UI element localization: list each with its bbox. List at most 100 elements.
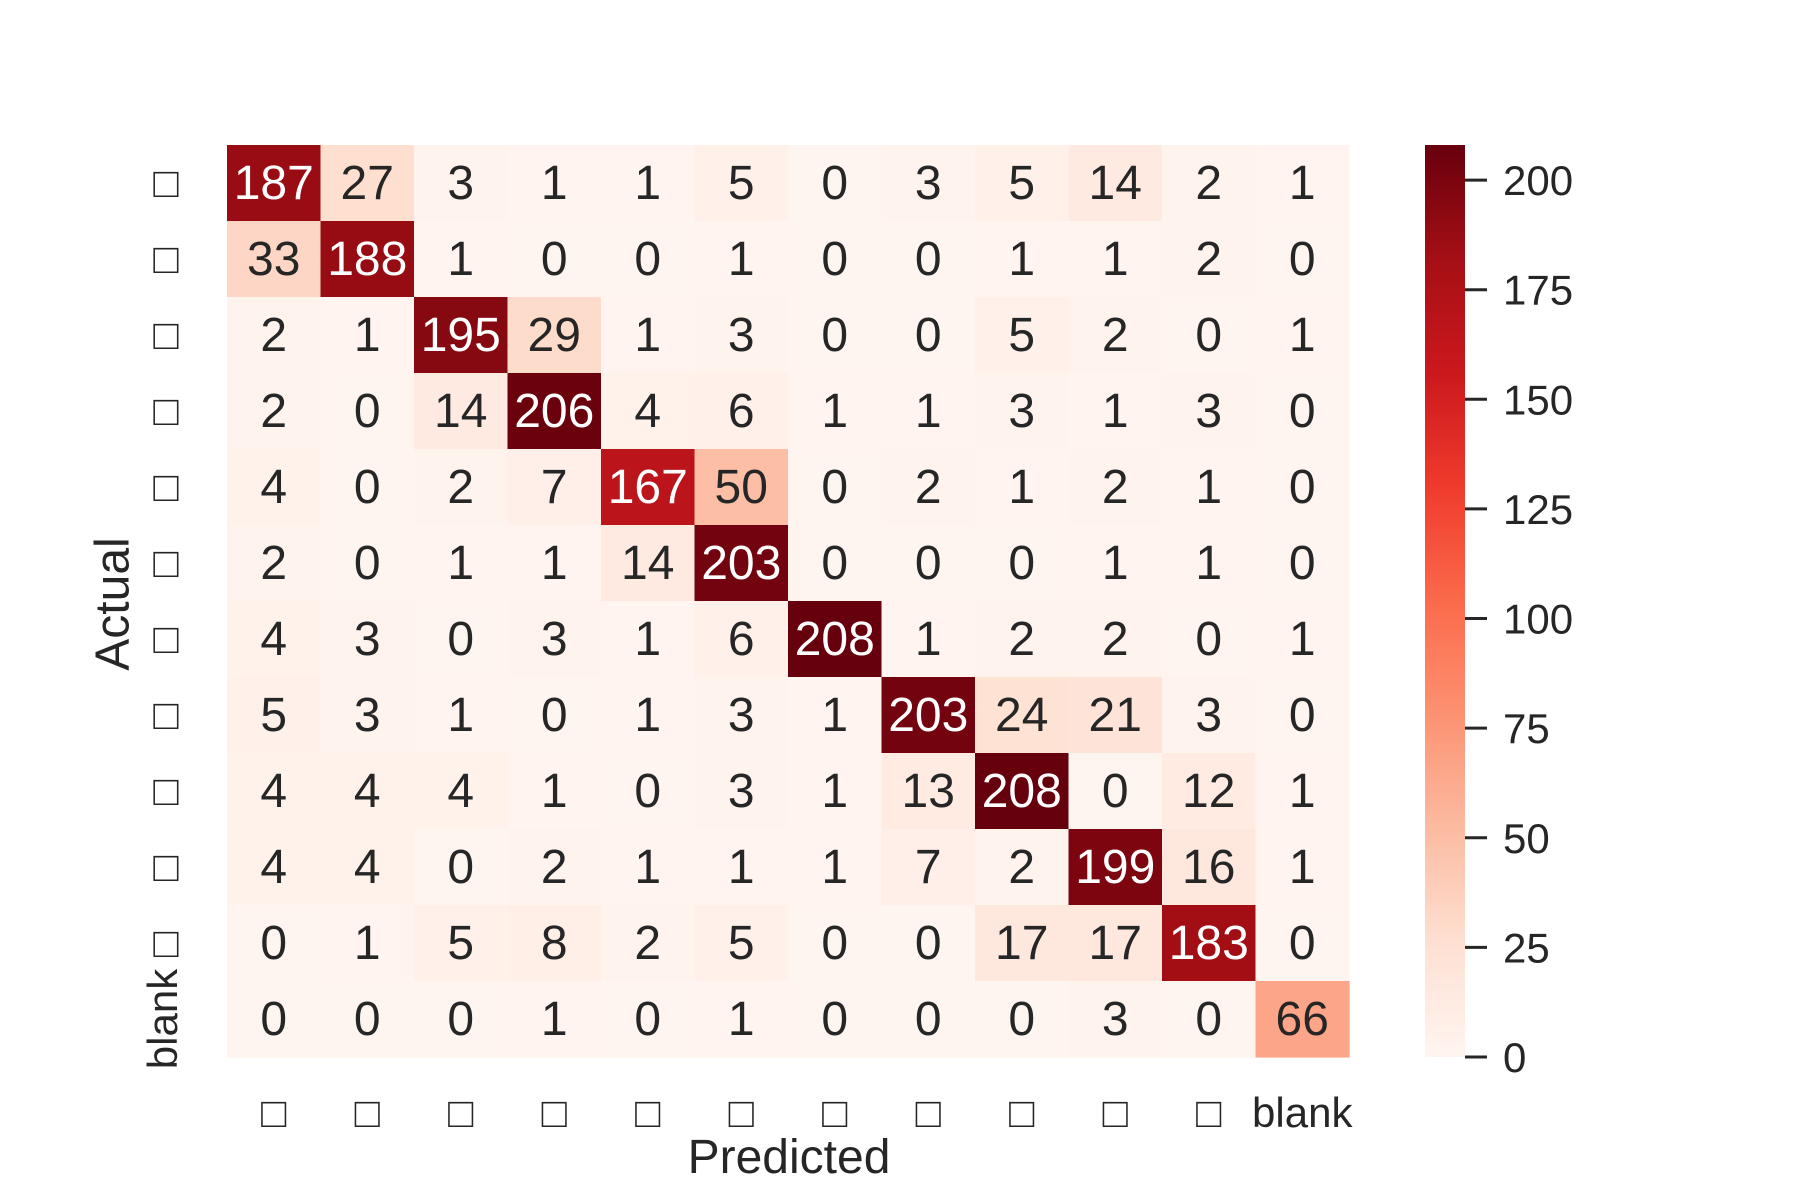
heatmap-cell [1255,753,1350,830]
heatmap-cell [788,601,883,678]
cell-value-label: 1 [728,993,755,1046]
heatmap-cell [881,753,976,830]
heatmap-cell [881,677,976,754]
cell-value-label: 3 [1102,993,1129,1046]
heatmap-cell [320,221,415,298]
heatmap-cell [694,373,789,450]
cell-value-label: 3 [728,689,755,742]
cell-value-label: 5 [728,157,755,210]
heatmap-cell [1162,449,1257,526]
cell-value-label: 4 [354,841,381,894]
cell-value-label: 17 [995,917,1048,970]
cell-value-label: 0 [447,613,474,666]
heatmap-cell [1068,221,1163,298]
heatmap-cell [227,601,322,678]
heatmap-cell [1068,297,1163,374]
cell-value-label: 1 [1289,613,1316,666]
cell-value-label: 3 [728,309,755,362]
cell-value-label: 1 [821,841,848,894]
cell-value-label: 199 [1075,841,1155,894]
cell-value-label: 2 [447,461,474,514]
cell-value-label: 14 [621,537,674,590]
heatmap-cell [320,373,415,450]
cell-value-label: 6 [728,385,755,438]
heatmap-cell [1068,601,1163,678]
heatmap-cell [1255,981,1350,1058]
cell-value-label: 0 [1195,309,1222,362]
cell-value-label: 1 [541,537,568,590]
cell-value-label: 2 [915,461,942,514]
cell-value-label: 1 [634,157,661,210]
heatmap-cell [694,145,789,222]
cell-value-label: 1 [1008,233,1035,286]
cell-value-label: 0 [447,841,474,894]
heatmap-cell [881,981,976,1058]
colorbar-gradient [1425,145,1465,1057]
cell-value-label: 0 [821,157,848,210]
y-tick-label: □ [153,691,179,738]
heatmap-cell [1162,297,1257,374]
cell-value-label: 0 [821,233,848,286]
y-tick-label: □ [153,235,179,282]
cell-value-label: 183 [1169,917,1249,970]
heatmap-cell [601,449,696,526]
cell-value-label: 5 [1008,157,1035,210]
x-tick-label: blank [1252,1089,1353,1136]
cell-value-label: 0 [354,385,381,438]
cell-value-label: 1 [634,841,661,894]
heatmap-cell [601,297,696,374]
cell-value-label: 208 [982,765,1062,818]
cell-value-label: 3 [1195,385,1222,438]
heatmap-cell [227,297,322,374]
cell-value-label: 1 [821,765,848,818]
heatmap-cell [1162,753,1257,830]
heatmap-cell [975,601,1070,678]
heatmap-cell [788,905,883,982]
heatmap-cell [227,829,322,906]
heatmap-cell [320,677,415,754]
heatmap-cell [694,601,789,678]
heatmap-cell [881,221,976,298]
heatmap-cell [507,373,602,450]
cell-value-label: 4 [260,613,287,666]
heatmap-cell [1068,525,1163,602]
cell-value-label: 16 [1182,841,1235,894]
heatmap-cell [1068,677,1163,754]
x-tick-label: □ [1196,1089,1222,1136]
heatmap-cell [694,297,789,374]
cell-value-label: 0 [821,537,848,590]
heatmap-cell [414,449,509,526]
cell-value-label: 2 [260,385,287,438]
cell-value-label: 0 [821,917,848,970]
cell-value-label: 1 [821,385,848,438]
heatmap-cell [1162,525,1257,602]
colorbar-tick-label: 75 [1503,705,1550,752]
heatmap-cell [507,677,602,754]
heatmap-cell [414,829,509,906]
cell-value-label: 27 [341,157,394,210]
heatmap-cell [975,373,1070,450]
cell-value-label: 0 [541,233,568,286]
cell-value-label: 33 [247,233,300,286]
cell-value-label: 3 [354,689,381,742]
heatmap-cell [227,525,322,602]
cell-value-label: 0 [354,993,381,1046]
heatmap-cell [1255,145,1350,222]
cell-value-label: 1 [634,613,661,666]
cell-value-label: 3 [541,613,568,666]
heatmap-cell [694,449,789,526]
heatmap-cell [507,981,602,1058]
cell-value-label: 3 [1195,689,1222,742]
cell-value-label: 187 [234,157,314,210]
cell-value-label: 4 [354,765,381,818]
heatmap-cell [601,829,696,906]
cell-value-label: 4 [447,765,474,818]
heatmap-cell [1162,221,1257,298]
cell-value-label: 24 [995,689,1048,742]
heatmap-cell [975,753,1070,830]
heatmap-cell [975,905,1070,982]
heatmap-cell [881,829,976,906]
cell-value-label: 0 [1195,613,1222,666]
cell-value-label: 0 [541,689,568,742]
heatmap-cell [414,753,509,830]
